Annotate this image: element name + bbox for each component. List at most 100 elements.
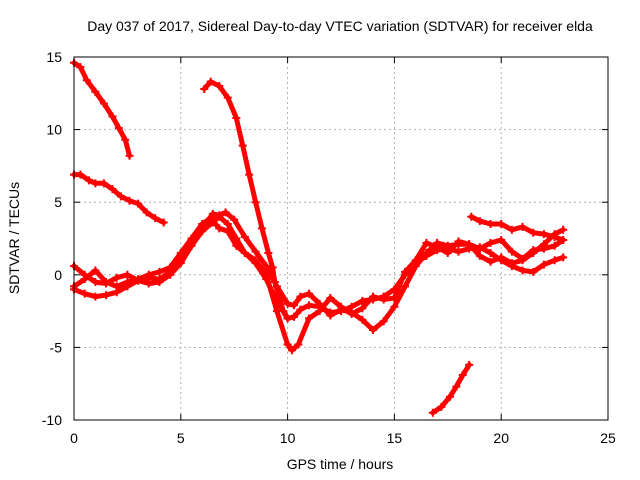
data-point-marker <box>223 219 232 228</box>
data-point-marker <box>102 278 111 287</box>
plot-frame <box>73 56 609 421</box>
data-point-marker <box>176 259 185 268</box>
data-point-marker <box>114 124 123 133</box>
data-point-marker <box>264 249 273 258</box>
data-point-marker <box>497 253 506 262</box>
series-line <box>71 172 167 225</box>
data-point-marker <box>144 270 153 279</box>
data-point-marker <box>283 340 292 349</box>
data-point-marker <box>76 170 85 179</box>
data-point-marker <box>99 99 108 108</box>
data-point-marker <box>91 87 100 96</box>
data-point-marker <box>539 230 548 239</box>
series-arc-1 <box>70 58 134 160</box>
data-point-marker <box>369 325 378 334</box>
data-point-marker <box>443 241 452 250</box>
y-axis-label: SDTVAR / TECUs <box>6 182 22 294</box>
series-arc-4 <box>428 360 474 417</box>
data-point-marker <box>91 278 100 287</box>
data-point-marker <box>151 214 160 223</box>
data-point-marker <box>379 317 388 326</box>
data-point-marker <box>358 315 367 324</box>
data-point-marker <box>465 360 474 369</box>
data-point-marker <box>304 314 313 323</box>
data-point-marker <box>559 235 568 244</box>
x-tick-label: 20 <box>493 430 509 446</box>
data-point-marker <box>262 262 271 271</box>
y-tick-label: 5 <box>54 194 62 210</box>
data-point-marker <box>401 267 410 276</box>
data-point-marker <box>80 289 89 298</box>
x-tick-label: 10 <box>280 430 296 446</box>
data-point-marker <box>251 198 260 207</box>
data-point-marker <box>166 263 175 272</box>
data-point-marker <box>238 141 247 150</box>
data-point-marker <box>358 304 367 313</box>
data-point-marker <box>326 294 335 303</box>
data-point-marker <box>486 238 495 247</box>
data-point-marker <box>475 244 484 253</box>
data-point-marker <box>159 218 168 227</box>
data-point-marker <box>518 254 527 263</box>
data-point-marker <box>257 224 266 233</box>
x-tick-label: 0 <box>70 430 78 446</box>
data-point-marker <box>245 170 254 179</box>
data-point-marker <box>251 256 260 265</box>
data-point-marker <box>144 279 153 288</box>
data-point-marker <box>268 263 277 272</box>
data-point-marker <box>134 275 143 284</box>
data-point-marker <box>529 267 538 276</box>
data-point-marker <box>497 219 506 228</box>
data-point-marker <box>475 251 484 260</box>
data-point-marker <box>155 267 164 276</box>
data-point-marker <box>433 243 442 252</box>
data-point-marker <box>240 249 249 258</box>
data-point-marker <box>76 63 85 72</box>
data-point-marker <box>550 230 559 239</box>
chart-title: Day 037 of 2017, Sidereal Day-to-day VTE… <box>87 18 593 34</box>
data-point-marker <box>518 266 527 275</box>
data-point-marker <box>290 301 299 310</box>
y-tick-label: 10 <box>46 122 62 138</box>
data-point-marker <box>166 270 175 279</box>
data-point-marker <box>507 247 516 256</box>
data-point-marker <box>401 282 410 291</box>
data-point-marker <box>91 179 100 188</box>
data-point-marker <box>358 296 367 305</box>
data-point-marker <box>304 301 313 310</box>
data-point-marker <box>262 270 271 279</box>
data-point-marker <box>80 275 89 284</box>
data-point-marker <box>390 294 399 303</box>
data-point-marker <box>99 179 108 188</box>
data-point-marker <box>497 235 506 244</box>
data-point-marker <box>294 340 303 349</box>
data-point-marker <box>559 253 568 262</box>
data-point-marker <box>251 247 260 256</box>
data-series <box>70 58 568 417</box>
axis-ticks: 0 5 10 15 20 25 -10 -5 0 5 10 15 <box>42 49 616 446</box>
data-point-marker <box>550 256 559 265</box>
data-point-marker <box>123 278 132 287</box>
data-point-marker <box>454 237 463 246</box>
data-point-marker <box>208 209 217 218</box>
data-point-marker <box>304 289 313 298</box>
data-point-marker <box>559 225 568 234</box>
x-tick-label: 5 <box>177 430 185 446</box>
data-point-marker <box>108 112 117 121</box>
data-point-marker <box>296 305 305 314</box>
data-point-marker <box>411 256 420 265</box>
data-point-marker <box>422 249 431 258</box>
data-point-marker <box>443 249 452 258</box>
data-point-marker <box>223 227 232 236</box>
data-point-marker <box>283 314 292 323</box>
data-point-marker <box>445 392 454 401</box>
data-point-marker <box>550 241 559 250</box>
y-tick-label: 15 <box>46 49 62 65</box>
data-point-marker <box>326 311 335 320</box>
data-point-marker <box>437 402 446 411</box>
data-point-marker <box>232 241 241 250</box>
data-point-marker <box>221 208 230 217</box>
data-point-marker <box>215 211 224 220</box>
data-point-marker <box>125 151 134 160</box>
data-point-marker <box>272 307 281 316</box>
